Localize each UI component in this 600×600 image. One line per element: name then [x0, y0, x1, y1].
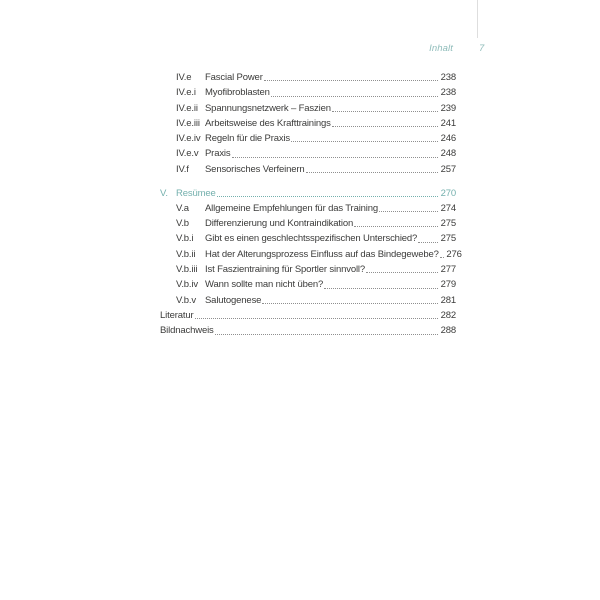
toc-item-page: 274	[440, 202, 457, 214]
toc-leader-dots	[324, 287, 438, 289]
toc-leader-dots	[214, 333, 438, 335]
toc-item-page: 279	[440, 279, 457, 291]
toc-item-title: Bildnachweis	[160, 325, 214, 337]
toc-item-title: Differenzierung und Kontraindikation	[205, 218, 354, 230]
toc-item-number: IV.e.iv	[176, 133, 201, 145]
toc-item-page: 257	[440, 163, 457, 175]
toc-item-title: Spannungsnetzwerk – Faszien	[205, 102, 331, 114]
toc-item-number: V.b.ii	[176, 248, 196, 260]
toc-row: Bildnachweis 288	[160, 323, 456, 338]
toc-item-number: V.b.i	[176, 233, 194, 245]
toc-item-number: IV.f	[176, 163, 189, 175]
toc-row: IV.e.v Praxis 248	[160, 146, 456, 161]
toc-row: V.b.i Gibt es einen geschlechtsspezifisc…	[160, 231, 456, 246]
toc-leader-dots	[216, 195, 438, 197]
toc-item-number: IV.e	[176, 72, 192, 83]
toc-leader-dots	[366, 272, 438, 274]
toc-row: V.b.v Salutogenese 281	[160, 293, 456, 308]
toc-leader-dots	[439, 257, 444, 259]
toc-item-page: 275	[440, 218, 457, 230]
toc-item-page: 282	[440, 309, 457, 321]
toc-item-title: Wann sollte man nicht üben?	[205, 279, 324, 291]
toc-item-number: V.	[160, 187, 168, 199]
toc-row: IV.e.i Myofibroblasten 238	[160, 85, 456, 100]
toc-item-page: 275	[440, 233, 457, 245]
toc-item-page: 277	[440, 264, 457, 276]
toc-item-page: 270	[440, 187, 457, 199]
toc-item-title: Resümee	[176, 187, 216, 199]
header-divider-rule	[477, 0, 478, 38]
toc-item-title: Allgemeine Empfehlungen für das Training	[205, 202, 379, 214]
toc-leader-dots	[231, 156, 438, 158]
toc-row: Literatur 282	[160, 308, 456, 323]
toc-item-title: Hat der Alterungsprozess Einfluss auf da…	[205, 248, 439, 260]
toc-item-page: 288	[440, 325, 457, 337]
toc-item-title: Myofibroblasten	[205, 87, 270, 99]
toc-row: IV.e.iv Regeln für die Praxis 246	[160, 131, 456, 146]
toc-item-title: Sensorisches Verfeinern	[205, 163, 305, 175]
toc-item-title: Praxis	[205, 148, 231, 160]
toc-item-number: IV.e.ii	[176, 102, 198, 114]
toc-row: V. Resümee 270	[160, 186, 456, 201]
toc-leader-dots	[262, 302, 438, 304]
toc-item-title: Fascial Power	[205, 72, 263, 83]
toc-row: V.b.iii Ist Faszientraining für Sportler…	[160, 262, 456, 277]
toc-leader-dots	[263, 80, 438, 82]
toc-row: V.a Allgemeine Empfehlungen für das Trai…	[160, 201, 456, 216]
toc-item-title: Regeln für die Praxis	[205, 133, 291, 145]
toc-item-number: V.b.iv	[176, 279, 198, 291]
toc-item-page: 241	[440, 117, 457, 129]
toc-leader-dots	[354, 226, 438, 228]
toc-item-page: 276	[446, 248, 462, 260]
toc-item-number: IV.e.i	[176, 87, 196, 99]
toc-item-title: Ist Faszientraining für Sportler sinnvol…	[205, 264, 366, 276]
running-header-title: Inhalt	[429, 43, 453, 54]
toc-leader-dots	[331, 126, 438, 128]
toc-item-page: 238	[440, 72, 457, 83]
toc-leader-dots	[331, 110, 438, 112]
toc-leader-dots	[194, 318, 438, 320]
toc-row: V.b.ii Hat der Alterungsprozess Einfluss…	[160, 247, 462, 262]
toc-row: IV.e Fascial Power 238	[160, 70, 456, 85]
toc-row: V.b Differenzierung und Kontraindikation…	[160, 216, 456, 231]
toc-row: V.b.iv Wann sollte man nicht üben? 279	[160, 277, 456, 292]
toc-item-title: Salutogenese	[205, 294, 262, 306]
toc-item-number: V.b.v	[176, 294, 197, 306]
toc-item-page: 238	[440, 87, 457, 99]
toc-leader-dots	[270, 95, 438, 97]
toc-item-title: Arbeitsweise des Krafttrainings	[205, 117, 331, 129]
toc-item-page: 239	[440, 102, 457, 114]
toc-row: IV.f Sensorisches Verfeinern 257	[160, 162, 456, 177]
toc-leader-dots	[291, 141, 438, 143]
toc-item-number: V.b	[176, 218, 189, 230]
toc-leader-dots	[305, 172, 438, 174]
toc-item-page: 281	[440, 294, 457, 306]
toc-item-number: V.b.iii	[176, 264, 198, 276]
toc-row: IV.e.ii Spannungsnetzwerk – Faszien 239	[160, 101, 456, 116]
toc-item-number: IV.e.iii	[176, 117, 200, 129]
toc-item-number: IV.e.v	[176, 148, 199, 160]
toc-item-number: V.a	[176, 202, 189, 214]
folio-page-number: 7	[479, 43, 485, 54]
toc-list: IV.e Fascial Power 238 IV.e.i Myofibrobl…	[160, 70, 462, 339]
toc-item-title: Gibt es einen geschlechtsspezifischen Un…	[205, 233, 418, 245]
toc-item-title: Literatur	[160, 309, 194, 321]
toc-leader-dots	[379, 211, 438, 213]
toc-item-page: 246	[440, 133, 457, 145]
toc-row: IV.e.iii Arbeitsweise des Krafttrainings…	[160, 116, 456, 131]
toc-item-page: 248	[440, 148, 457, 160]
toc-leader-dots	[418, 241, 438, 243]
